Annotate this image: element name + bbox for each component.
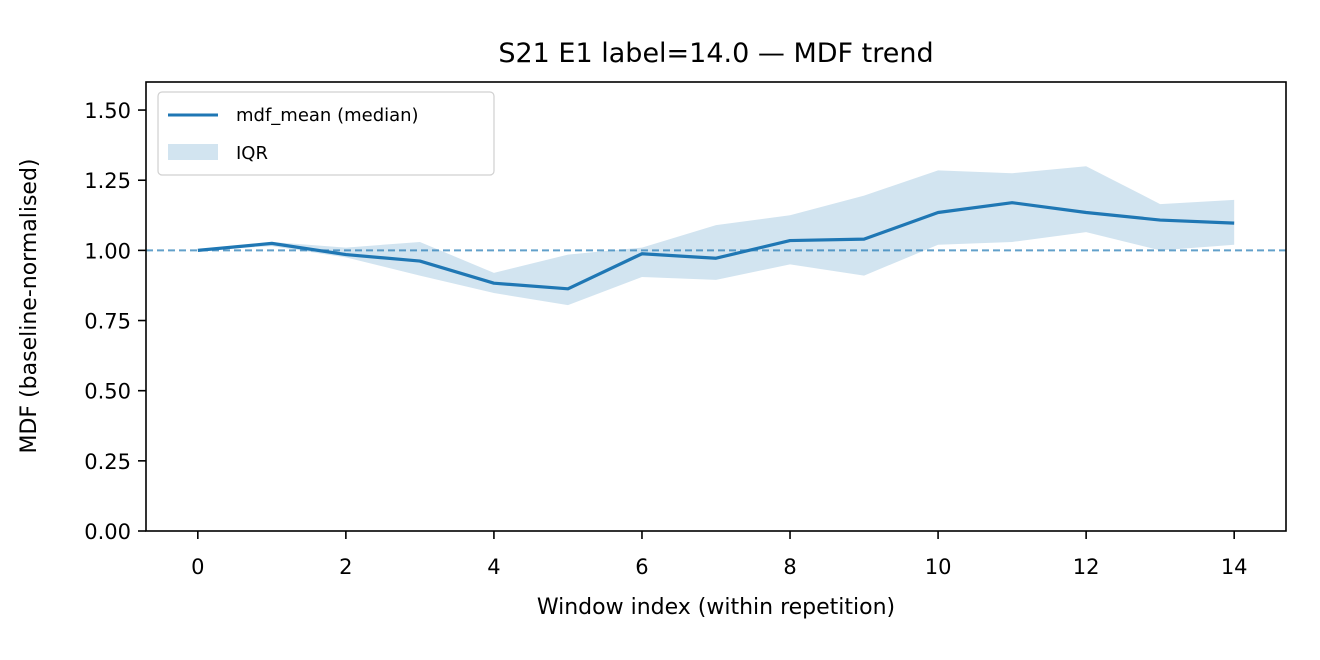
x-tick-label: 0 <box>191 555 204 579</box>
y-tick-label: 0.25 <box>84 450 131 474</box>
y-tick-label: 0.50 <box>84 380 131 404</box>
plot-frame <box>145 81 1287 532</box>
x-tick-label: 8 <box>783 555 796 579</box>
legend-box <box>157 91 495 176</box>
y-tick-label: 1.50 <box>84 99 131 123</box>
x-tick-label: 10 <box>925 555 952 579</box>
y-tick-label: 1.00 <box>84 239 131 263</box>
plot-area <box>145 81 1287 532</box>
median-line <box>197 201 1235 291</box>
chart-title: S21 E1 label=14.0 — MDF trend <box>498 38 933 69</box>
legend: mdf_mean (median) IQR <box>157 91 495 176</box>
legend-label-iqr: IQR <box>236 143 268 164</box>
x-axis-label: Window index (within repetition) <box>537 595 895 620</box>
y-axis-label: MDF (baseline-normalised) <box>17 159 42 454</box>
x-tick-label: 2 <box>339 555 352 579</box>
y-tick-label: 1.25 <box>84 169 131 193</box>
iqr-band <box>197 166 1235 306</box>
x-tick-label: 12 <box>1073 555 1100 579</box>
legend-band-swatch <box>168 144 218 160</box>
y-tick-label: 0.75 <box>84 310 131 334</box>
y-tick-label: 0.00 <box>84 520 131 544</box>
x-axis: 0 2 4 6 8 10 12 14 <box>191 531 1248 579</box>
x-tick-label: 4 <box>487 555 500 579</box>
y-axis: 0.00 0.25 0.50 0.75 1.00 1.25 1.50 <box>84 99 146 544</box>
legend-label-median: mdf_mean (median) <box>236 105 419 126</box>
x-tick-label: 14 <box>1221 555 1248 579</box>
x-tick-label: 6 <box>635 555 648 579</box>
